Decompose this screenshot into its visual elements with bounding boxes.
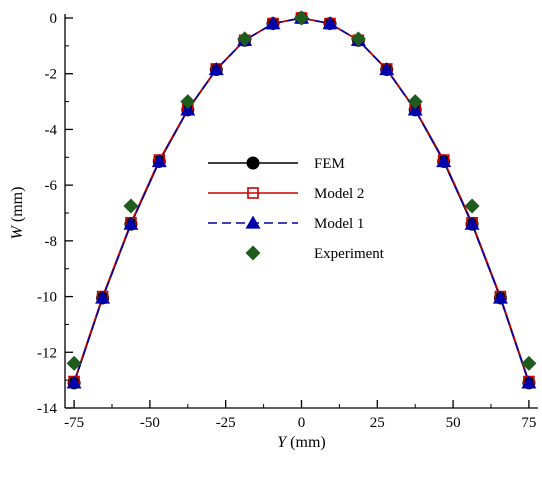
data-point-experiment (294, 10, 309, 26)
legend-entry-experiment: Experiment (245, 245, 385, 262)
y-tick-label: -14 (37, 401, 57, 417)
data-point-experiment (123, 198, 139, 214)
legend: FEM Model 2 Model 1 Experiment (208, 156, 385, 262)
data-point-model-1 (95, 290, 111, 304)
y-axis-label-variable: W (9, 224, 26, 239)
x-axis-label-unit: (mm) (286, 434, 326, 451)
y-tick-label: -6 (45, 178, 58, 194)
data-point-model-1 (265, 16, 281, 30)
data-point-experiment (180, 94, 196, 110)
axes: 0 -2 -4 -6 -8 -10 -12 -14 -75 -50 -25 0 25 50 75 Y (mm)… (9, 11, 538, 451)
x-tick-label: 75 (521, 415, 536, 431)
x-tick-label: -25 (216, 415, 236, 431)
legend-entry-model-2: Model 2 (208, 186, 364, 202)
data-point-model-1 (66, 375, 82, 389)
data-point-model-1 (151, 153, 167, 168)
data-point-experiment (350, 31, 366, 47)
data-point-experiment (237, 31, 253, 47)
x-tick-label: -50 (140, 415, 160, 431)
legend-marker-model-2 (247, 187, 259, 199)
plot-area (66, 10, 537, 390)
data-point-model-1 (379, 62, 395, 76)
legend-entry-fem: FEM (208, 156, 345, 172)
data-point-experiment (66, 355, 82, 371)
y-tick-label: -2 (45, 67, 58, 83)
y-axis-label-unit: (mm) (9, 187, 26, 227)
data-point-experiment (464, 198, 480, 214)
legend-label-experiment: Experiment (314, 246, 385, 262)
data-point-model-1 (436, 153, 452, 168)
y-axis-label: W (mm) (9, 187, 26, 240)
x-tick-label: 50 (446, 415, 461, 431)
data-point-experiment (521, 355, 537, 371)
y-tick-label: -12 (37, 345, 57, 361)
data-point-model-1 (521, 375, 537, 389)
data-point-model-1 (123, 216, 139, 230)
data-point-model-1 (322, 16, 338, 30)
legend-entry-model-1: Model 1 (208, 215, 364, 232)
y-tick-label: 0 (50, 11, 58, 27)
legend-marker-experiment (245, 245, 261, 261)
data-point-model-1 (492, 290, 508, 304)
legend-label-model-2: Model 2 (314, 186, 364, 202)
legend-label-model-1: Model 1 (314, 216, 364, 232)
x-tick-label: 25 (370, 415, 385, 431)
x-tick-label: 0 (298, 415, 306, 431)
x-axis-label-variable: Y (277, 434, 288, 451)
legend-marker-fem (246, 156, 260, 170)
y-tick-label: -10 (37, 290, 57, 306)
data-point-model-1 (208, 62, 224, 76)
y-tick-label: -8 (45, 234, 58, 250)
x-tick-label: -75 (64, 415, 84, 431)
legend-label-fem: FEM (314, 156, 345, 172)
data-point-experiment (407, 94, 423, 110)
data-point-model-1 (464, 216, 480, 230)
legend-marker-model-1 (245, 215, 261, 229)
x-axis-label: Y (mm) (277, 434, 325, 451)
y-tick-label: -4 (45, 122, 58, 138)
